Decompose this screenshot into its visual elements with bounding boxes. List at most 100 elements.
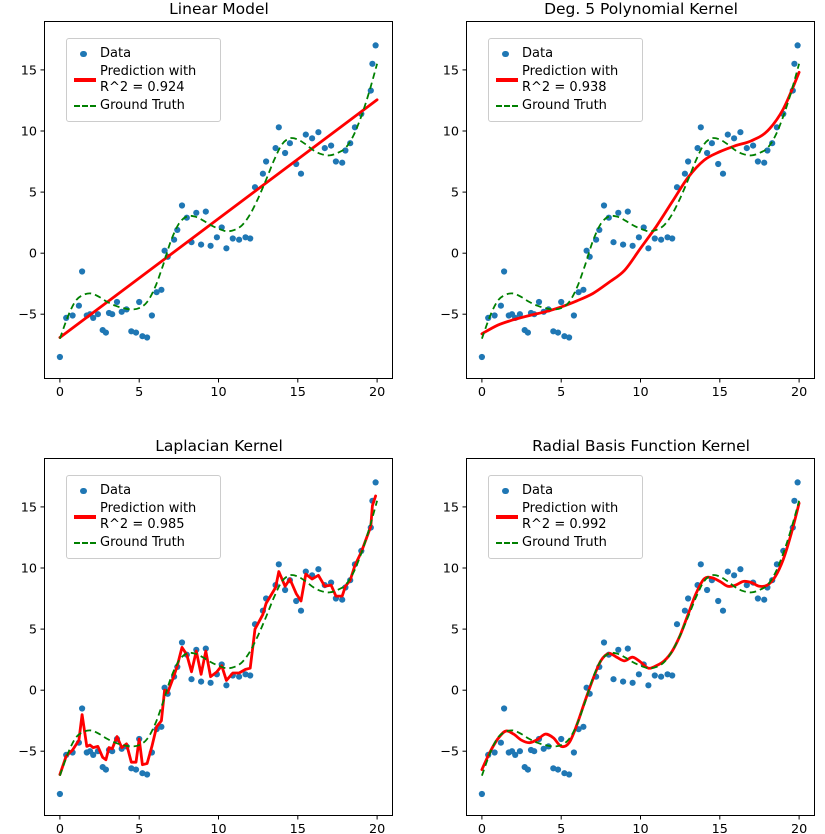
ground-truth-line <box>481 500 800 776</box>
data-point <box>297 170 305 177</box>
data-point <box>372 42 379 49</box>
legend-label-prediction-line2: R^2 = 0.992 <box>522 517 607 532</box>
data-point <box>161 247 168 254</box>
data-point <box>605 214 612 221</box>
data-point <box>743 145 750 152</box>
data-point <box>600 639 608 646</box>
data-point <box>754 595 761 602</box>
data-point <box>79 705 86 712</box>
x-tick-label: 5 <box>557 822 565 834</box>
data-point <box>501 705 508 712</box>
data-point <box>624 645 631 652</box>
data-point <box>102 329 109 336</box>
x-tick-label: 10 <box>632 822 648 834</box>
data-point <box>128 765 135 772</box>
x-tick-label: 15 <box>290 385 306 400</box>
data-point <box>56 353 63 361</box>
legend-label-ground-truth: Ground Truth <box>100 98 185 113</box>
panel-polynomial-kernel: Deg. 5 Polynomial Kernel 0 5 10 15 20 −5 0 5 10 1… <box>440 0 815 400</box>
data-point <box>731 135 738 142</box>
legend-row-prediction: Prediction with R^2 = 0.992 <box>495 501 636 533</box>
data-point <box>550 328 557 335</box>
legend-row-ground-truth: Ground Truth <box>73 98 214 114</box>
data-point <box>372 479 379 486</box>
y-tick-label: 10 <box>443 562 459 577</box>
data-point <box>275 124 282 131</box>
data-point <box>132 766 140 773</box>
data-point <box>94 311 101 318</box>
prediction-line <box>58 98 379 339</box>
data-point <box>624 208 631 215</box>
panel-linear-model: Linear Model 0 5 10 15 20 −5 0 5 10 15 Data Predi… <box>18 0 393 400</box>
legend-row-data: Data <box>495 483 636 499</box>
data-point <box>286 140 293 147</box>
data-point <box>685 158 692 165</box>
data-point <box>236 673 243 680</box>
x-tick-label: 20 <box>369 385 385 400</box>
data-point <box>501 268 508 275</box>
data-point <box>369 60 376 67</box>
data-point <box>554 766 562 773</box>
data-point <box>109 311 116 318</box>
y-tick-label: 10 <box>443 125 459 140</box>
subplot-title: Deg. 5 Polynomial Kernel <box>544 0 738 18</box>
data-point <box>754 158 761 165</box>
y-tick-label: 0 <box>451 247 459 262</box>
data-point <box>719 607 727 614</box>
ground-truth-line <box>59 500 378 776</box>
data-point <box>139 333 146 340</box>
data-point <box>750 142 757 149</box>
y-tick-label: −5 <box>440 308 459 323</box>
data-point <box>719 170 727 177</box>
data-point <box>737 129 744 136</box>
data-point <box>575 289 582 296</box>
data-point <box>761 596 768 603</box>
ground-truth-line <box>481 63 800 339</box>
x-tick-label: 0 <box>56 385 64 400</box>
data-point <box>202 645 209 652</box>
data-point <box>282 586 289 594</box>
data-point <box>223 245 230 252</box>
data-point <box>558 298 565 306</box>
y-tick-label: 5 <box>29 623 37 638</box>
legend: Data Prediction with R^2 = 0.985 Ground … <box>66 475 221 559</box>
data-point <box>198 678 205 685</box>
data-point <box>136 298 143 306</box>
prediction-line-icon <box>496 515 518 519</box>
legend-label-ground-truth: Ground Truth <box>522 535 607 550</box>
data-point <box>512 751 519 758</box>
x-tick-label: 10 <box>632 385 648 400</box>
data-point <box>669 672 676 679</box>
subplot-title: Laplacian Kernel <box>155 437 283 455</box>
legend-label-ground-truth: Ground Truth <box>522 98 607 113</box>
data-point <box>550 765 557 772</box>
data-point <box>90 314 97 321</box>
x-tick-label: 10 <box>210 385 226 400</box>
ground-truth-line-icon <box>496 105 518 107</box>
data-point <box>724 131 731 138</box>
data-point <box>583 247 590 254</box>
panel-laplacian-kernel: Laplacian Kernel 0 5 10 15 20 −5 0 5 10 15 Data P… <box>18 437 393 834</box>
data-point <box>697 124 704 131</box>
data-point <box>658 236 665 243</box>
x-tick-label: 20 <box>791 822 807 834</box>
data-point <box>540 745 547 752</box>
y-tick-label: 10 <box>21 125 37 140</box>
data-point <box>681 607 688 614</box>
data-point <box>731 572 738 579</box>
data-point <box>302 568 309 575</box>
data-point <box>524 766 531 773</box>
ground-truth-line-icon <box>496 542 518 544</box>
y-tick-label: 15 <box>21 500 37 515</box>
plot-area: 0 5 10 15 20 −5 0 5 10 15 <box>18 21 393 400</box>
data-point <box>207 242 214 249</box>
prediction-line <box>480 501 801 771</box>
legend-label-data: Data <box>100 46 132 61</box>
data-point <box>531 748 538 755</box>
data-point <box>275 561 282 568</box>
data-point <box>328 142 335 149</box>
data-point <box>704 586 711 594</box>
data-point <box>148 312 155 319</box>
data-point <box>651 672 658 679</box>
data-point <box>635 234 642 241</box>
